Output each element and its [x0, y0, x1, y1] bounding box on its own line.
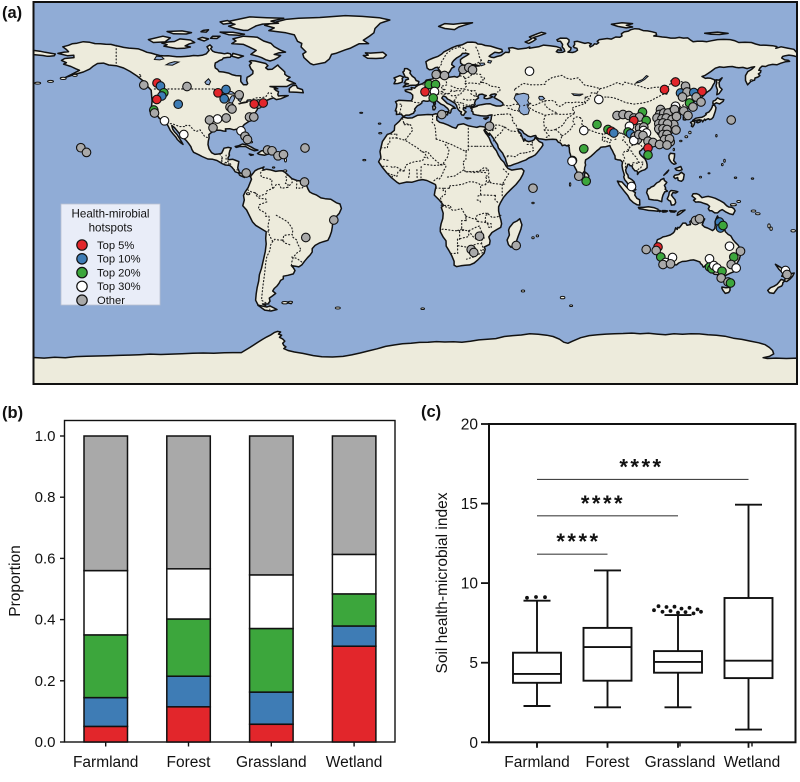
- svg-text:****: ****: [619, 454, 663, 479]
- svg-text:20: 20: [461, 417, 479, 434]
- svg-text:5: 5: [469, 655, 478, 672]
- svg-text:Top 5%: Top 5%: [97, 240, 134, 252]
- svg-text:0.8: 0.8: [35, 489, 56, 506]
- svg-text:10: 10: [461, 576, 479, 593]
- svg-text:hotspots: hotspots: [89, 222, 133, 235]
- svg-text:15: 15: [461, 496, 478, 513]
- svg-text:1.0: 1.0: [35, 428, 56, 445]
- svg-text:(c): (c): [421, 403, 441, 421]
- svg-text:Grassland: Grassland: [645, 754, 716, 771]
- svg-text:Wetland: Wetland: [326, 754, 383, 771]
- svg-text:****: ****: [556, 529, 600, 554]
- svg-text:Top 10%: Top 10%: [97, 254, 141, 266]
- svg-text:Top 30%: Top 30%: [97, 281, 141, 293]
- svg-text:Other: Other: [97, 295, 125, 307]
- svg-text:Top 20%: Top 20%: [97, 267, 141, 279]
- svg-text:Forest: Forest: [586, 754, 631, 771]
- svg-text:(b): (b): [2, 404, 23, 422]
- svg-text:0.6: 0.6: [35, 550, 56, 567]
- svg-text:(a): (a): [2, 4, 22, 22]
- svg-text:Grassland: Grassland: [236, 754, 307, 771]
- svg-text:Soil health-microbial index: Soil health-microbial index: [434, 492, 451, 673]
- svg-text:0.4: 0.4: [35, 612, 56, 629]
- svg-text:Farmland: Farmland: [504, 754, 569, 771]
- svg-text:Proportion: Proportion: [7, 545, 24, 617]
- svg-text:0: 0: [469, 735, 478, 752]
- svg-text:****: ****: [581, 491, 625, 516]
- svg-text:Health-mirobial: Health-mirobial: [72, 208, 150, 221]
- svg-text:Farmland: Farmland: [73, 754, 138, 771]
- svg-text:0.0: 0.0: [35, 734, 56, 751]
- svg-text:0.2: 0.2: [35, 673, 56, 690]
- svg-text:Forest: Forest: [167, 754, 212, 771]
- svg-text:Wetland: Wetland: [724, 754, 781, 771]
